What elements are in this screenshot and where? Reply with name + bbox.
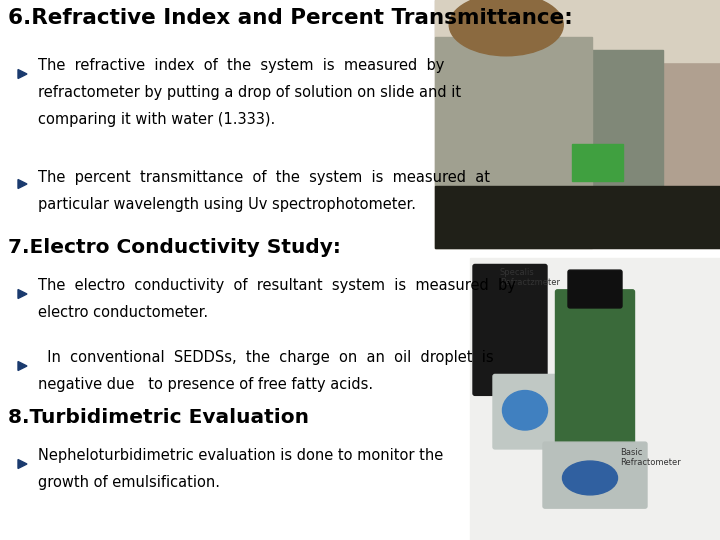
Bar xyxy=(470,258,720,540)
Bar xyxy=(435,0,720,62)
Text: 7.Electro Conductivity Study:: 7.Electro Conductivity Study: xyxy=(8,238,341,257)
Bar xyxy=(572,144,623,181)
Bar xyxy=(435,186,720,248)
Text: 6.Refractive Index and Percent Transmittance:: 6.Refractive Index and Percent Transmitt… xyxy=(8,8,572,28)
Bar xyxy=(435,37,592,248)
FancyBboxPatch shape xyxy=(493,374,585,449)
Ellipse shape xyxy=(503,390,547,430)
Text: Nepheloturbidimetric evaluation is done to monitor the
growth of emulsification.: Nepheloturbidimetric evaluation is done … xyxy=(38,448,444,490)
FancyBboxPatch shape xyxy=(543,442,647,508)
Polygon shape xyxy=(18,361,27,370)
Ellipse shape xyxy=(449,0,563,56)
Polygon shape xyxy=(18,70,27,78)
Polygon shape xyxy=(18,179,27,188)
Polygon shape xyxy=(18,460,27,469)
Text: The  electro  conductivity  of  resultant  system  is  measured  by
electro cond: The electro conductivity of resultant sy… xyxy=(38,278,516,320)
Polygon shape xyxy=(18,289,27,299)
FancyBboxPatch shape xyxy=(556,290,634,463)
Text: Specalis
Refractzmeter: Specalis Refractzmeter xyxy=(500,268,560,287)
Text: 8.Turbidimetric Evaluation: 8.Turbidimetric Evaluation xyxy=(8,408,309,427)
Bar xyxy=(435,0,720,248)
Text: In  conventional  SEDDSs,  the  charge  on  an  oil  droplet  is
negative due   : In conventional SEDDSs, the charge on an… xyxy=(38,350,494,392)
Text: Basic
Refractometer: Basic Refractometer xyxy=(620,448,680,468)
Text: The  percent  transmittance  of  the  system  is  measured  at
particular wavele: The percent transmittance of the system … xyxy=(38,170,490,212)
FancyBboxPatch shape xyxy=(568,270,622,308)
Bar xyxy=(535,50,663,223)
Ellipse shape xyxy=(562,461,618,495)
FancyBboxPatch shape xyxy=(473,265,547,395)
Text: The  refractive  index  of  the  system  is  measured  by
refractometer by putti: The refractive index of the system is me… xyxy=(38,58,461,127)
